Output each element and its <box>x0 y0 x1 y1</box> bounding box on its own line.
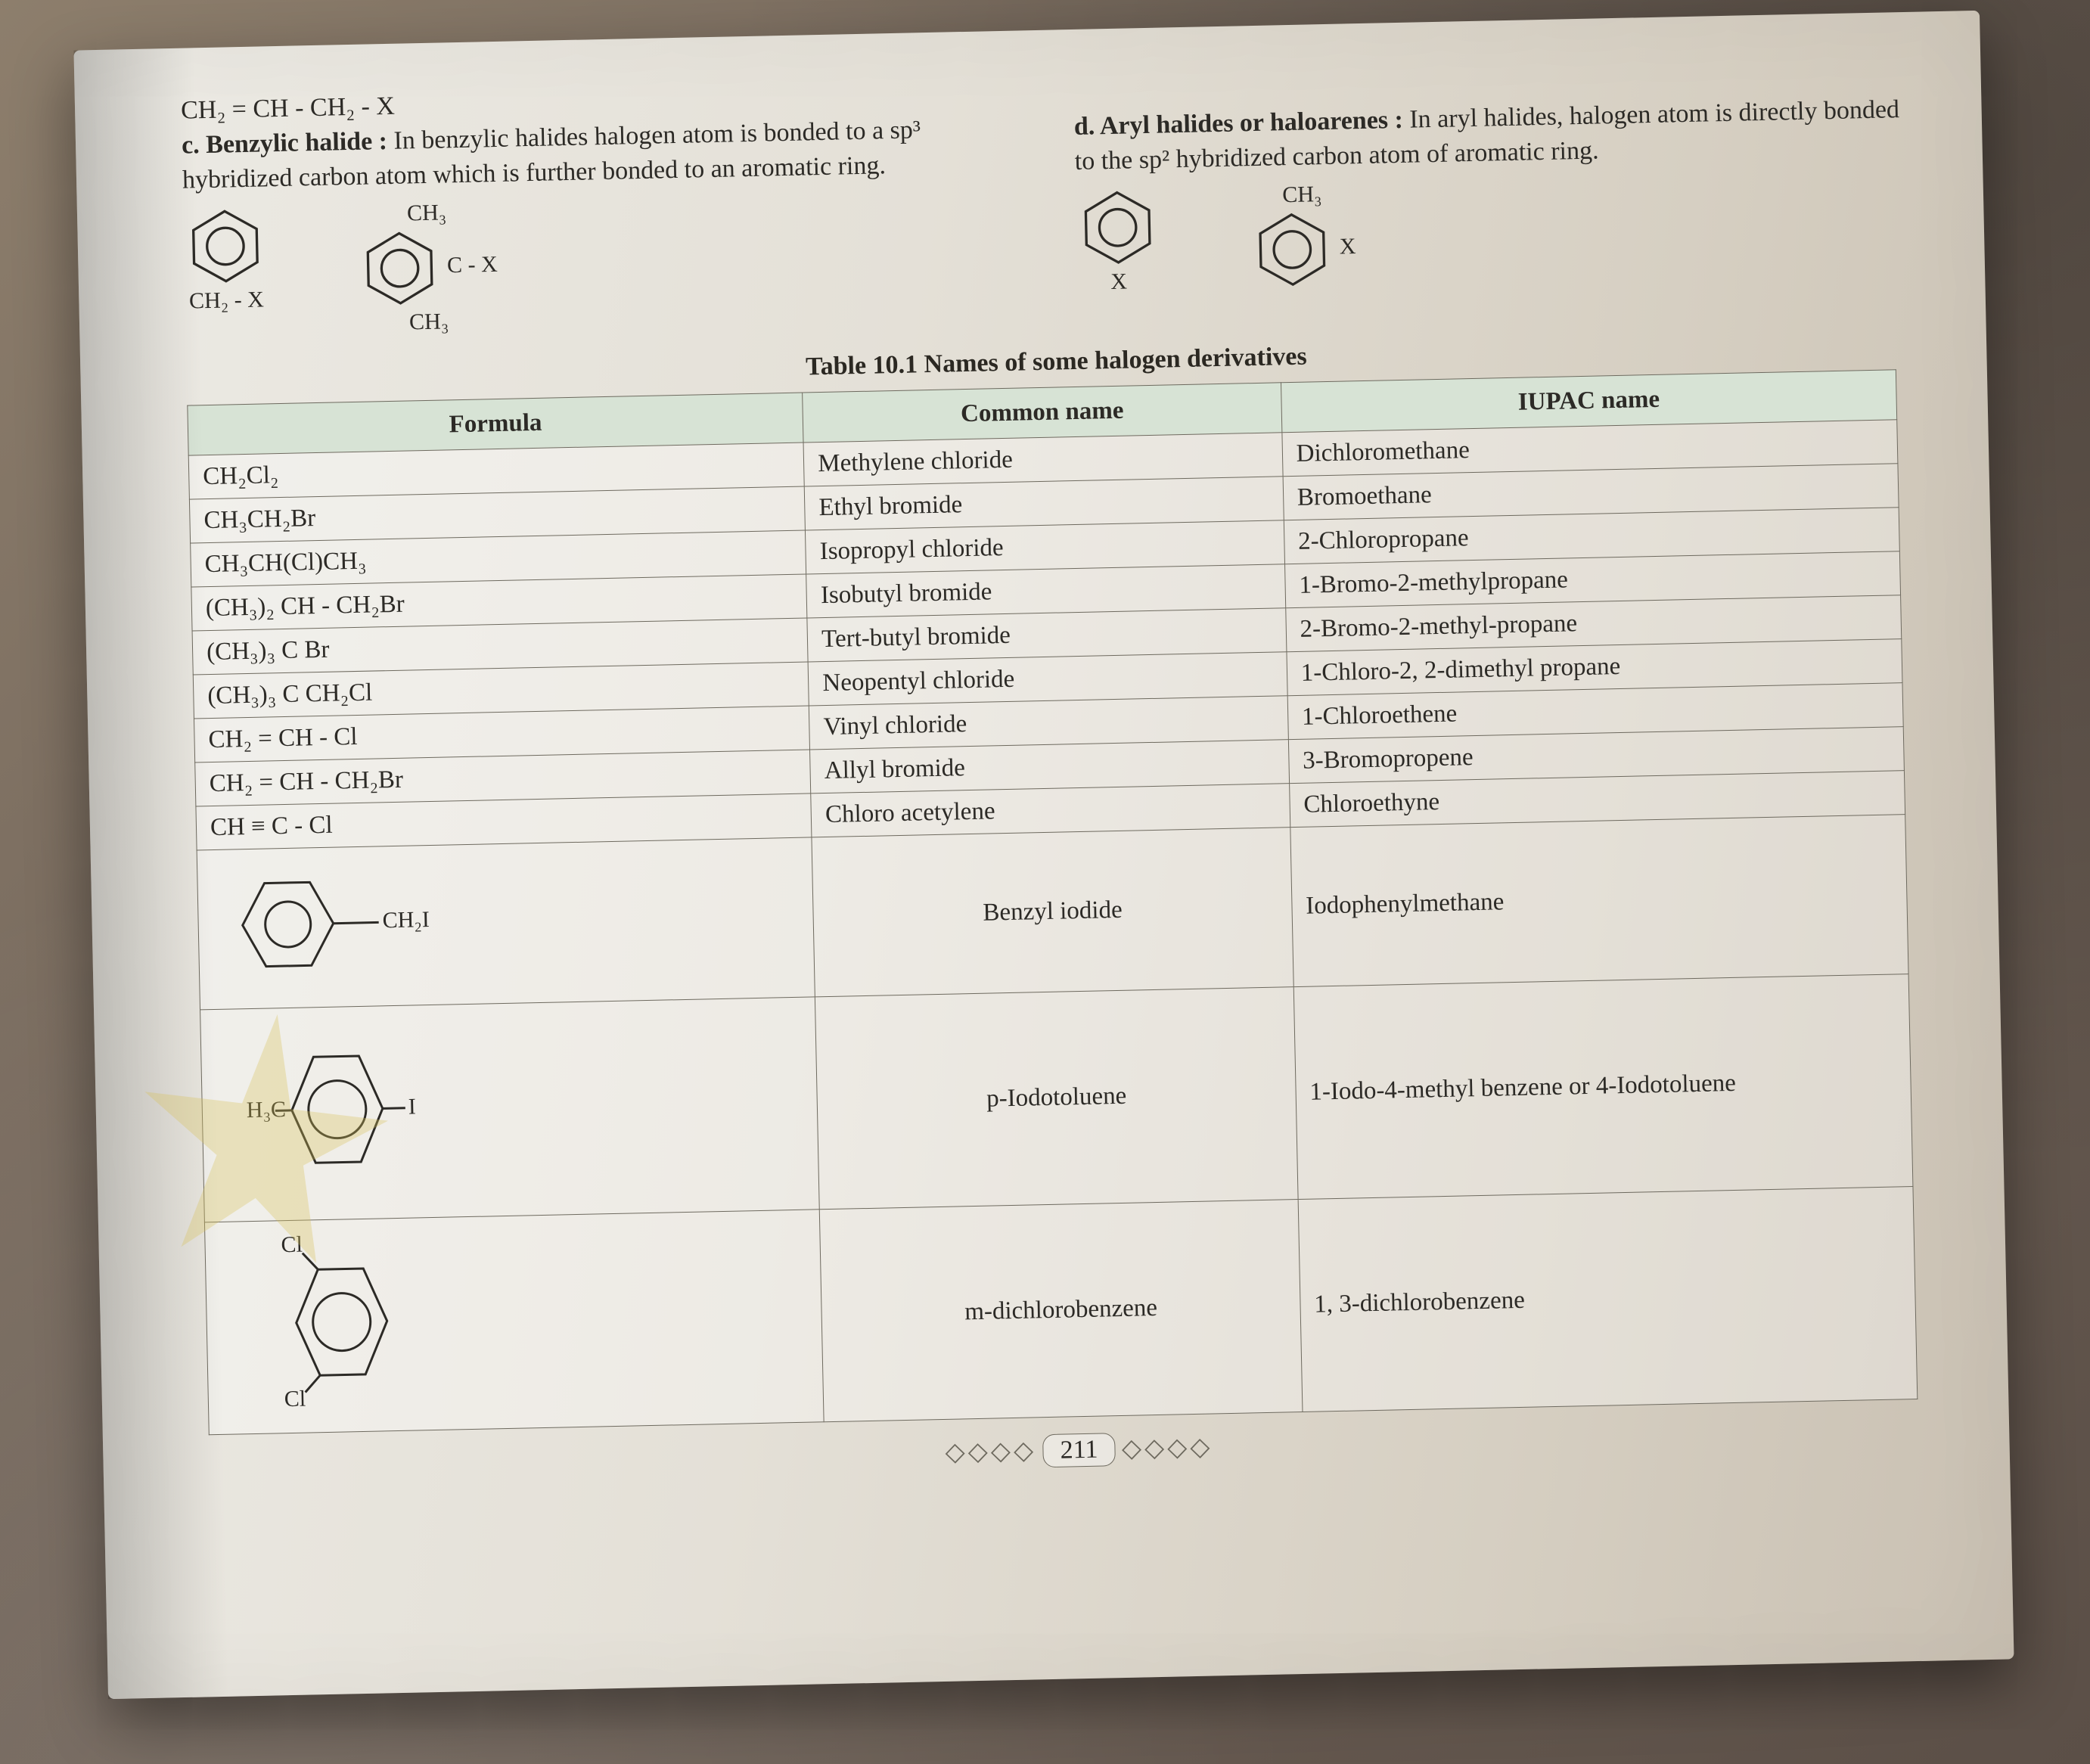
aryl-label-2-top: CH₃ <box>1249 181 1355 209</box>
svg-text:CH₂I: CH₂I <box>382 907 430 933</box>
benzyl-struct-2: CH₃ C - X CH₃ <box>357 199 499 337</box>
cell-iupac: 1-Iodo-4-methyl benzene or 4-Iodotoluene <box>1293 974 1913 1199</box>
table-body: CH₂Cl₂ Methylene chloride Dichloromethan… <box>188 419 1918 1434</box>
benzene-ring-icon <box>1250 207 1334 291</box>
benzylic-col: c. Benzylic halide : In benzylic halides… <box>182 110 1033 340</box>
cell-formula-structure: H₃C I <box>200 997 820 1222</box>
aryl-struct-2: CH₃ X <box>1249 181 1356 292</box>
aryl-title: d. Aryl halides or haloarenes : <box>1073 106 1403 141</box>
definition-row: c. Benzylic halide : In benzylic halides… <box>182 92 1925 340</box>
p-iodotoluene-structure-icon: H₃C I <box>214 1016 460 1203</box>
benzyl-label-2-bottom: CH₃ <box>359 308 499 337</box>
benzylic-title: c. Benzylic halide : <box>182 127 388 160</box>
halogen-table: Formula Common name IUPAC name CH₂Cl₂ Me… <box>187 369 1918 1435</box>
page-number: 211 <box>1042 1433 1116 1467</box>
cell-formula-structure: CH₂I <box>197 837 815 1010</box>
benzyl-struct-1: CH₂ - X <box>183 203 269 314</box>
svg-text:I: I <box>408 1095 416 1120</box>
top-text-block: CH₂ = CH - CH₂ - X c. Benzylic halide : … <box>181 57 1925 340</box>
cell-iupac: Iodophenylmethane <box>1290 814 1908 986</box>
aryl-struct-1: X <box>1076 185 1161 295</box>
table-row: Cl Cl m-dichlorobenzene 1, 3-dichloroben… <box>204 1186 1917 1434</box>
table-row: H₃C I p-Iodotoluene 1-Iodo-4-methyl benz… <box>200 974 1913 1222</box>
benzyl-label-1: CH₂ - X <box>185 287 269 314</box>
benzylic-structures: CH₂ - X CH₃ C - X CH₃ <box>183 188 1033 340</box>
cell-formula-structure: Cl Cl <box>204 1209 824 1434</box>
book-page: CH₂ = CH - CH₂ - X c. Benzylic halide : … <box>73 11 2014 1699</box>
aryl-structures: X CH₃ X <box>1076 169 1925 295</box>
benzene-ring-icon <box>1076 185 1160 269</box>
page-number-deco-left: ◇◇◇◇ <box>945 1436 1036 1467</box>
m-dichlorobenzene-structure-icon: Cl Cl <box>219 1228 464 1415</box>
photo-scene: CH₂ = CH - CH₂ - X c. Benzylic halide : … <box>0 0 2090 1764</box>
aryl-col: d. Aryl halides or haloarenes : In aryl … <box>1073 92 1925 321</box>
benzyl-iodide-structure-icon: CH₂I <box>211 857 455 991</box>
benzene-ring-icon <box>357 225 442 310</box>
benzyl-label-2-side: C - X <box>447 252 498 278</box>
cell-common: Benzyl iodide <box>812 827 1293 996</box>
cell-iupac: 1, 3-dichlorobenzene <box>1298 1186 1918 1412</box>
cell-common: p-Iodotoluene <box>815 986 1298 1209</box>
benzyl-label-2-top: CH₃ <box>357 199 497 228</box>
cell-common: m-dichlorobenzene <box>819 1199 1302 1421</box>
page-number-deco-right: ◇◇◇◇ <box>1121 1433 1213 1463</box>
svg-text:Cl: Cl <box>281 1232 303 1258</box>
aryl-label-1: X <box>1077 268 1161 295</box>
benzene-ring-icon <box>183 203 268 288</box>
svg-text:Cl: Cl <box>284 1387 306 1412</box>
aryl-label-2-side: X <box>1339 234 1356 259</box>
